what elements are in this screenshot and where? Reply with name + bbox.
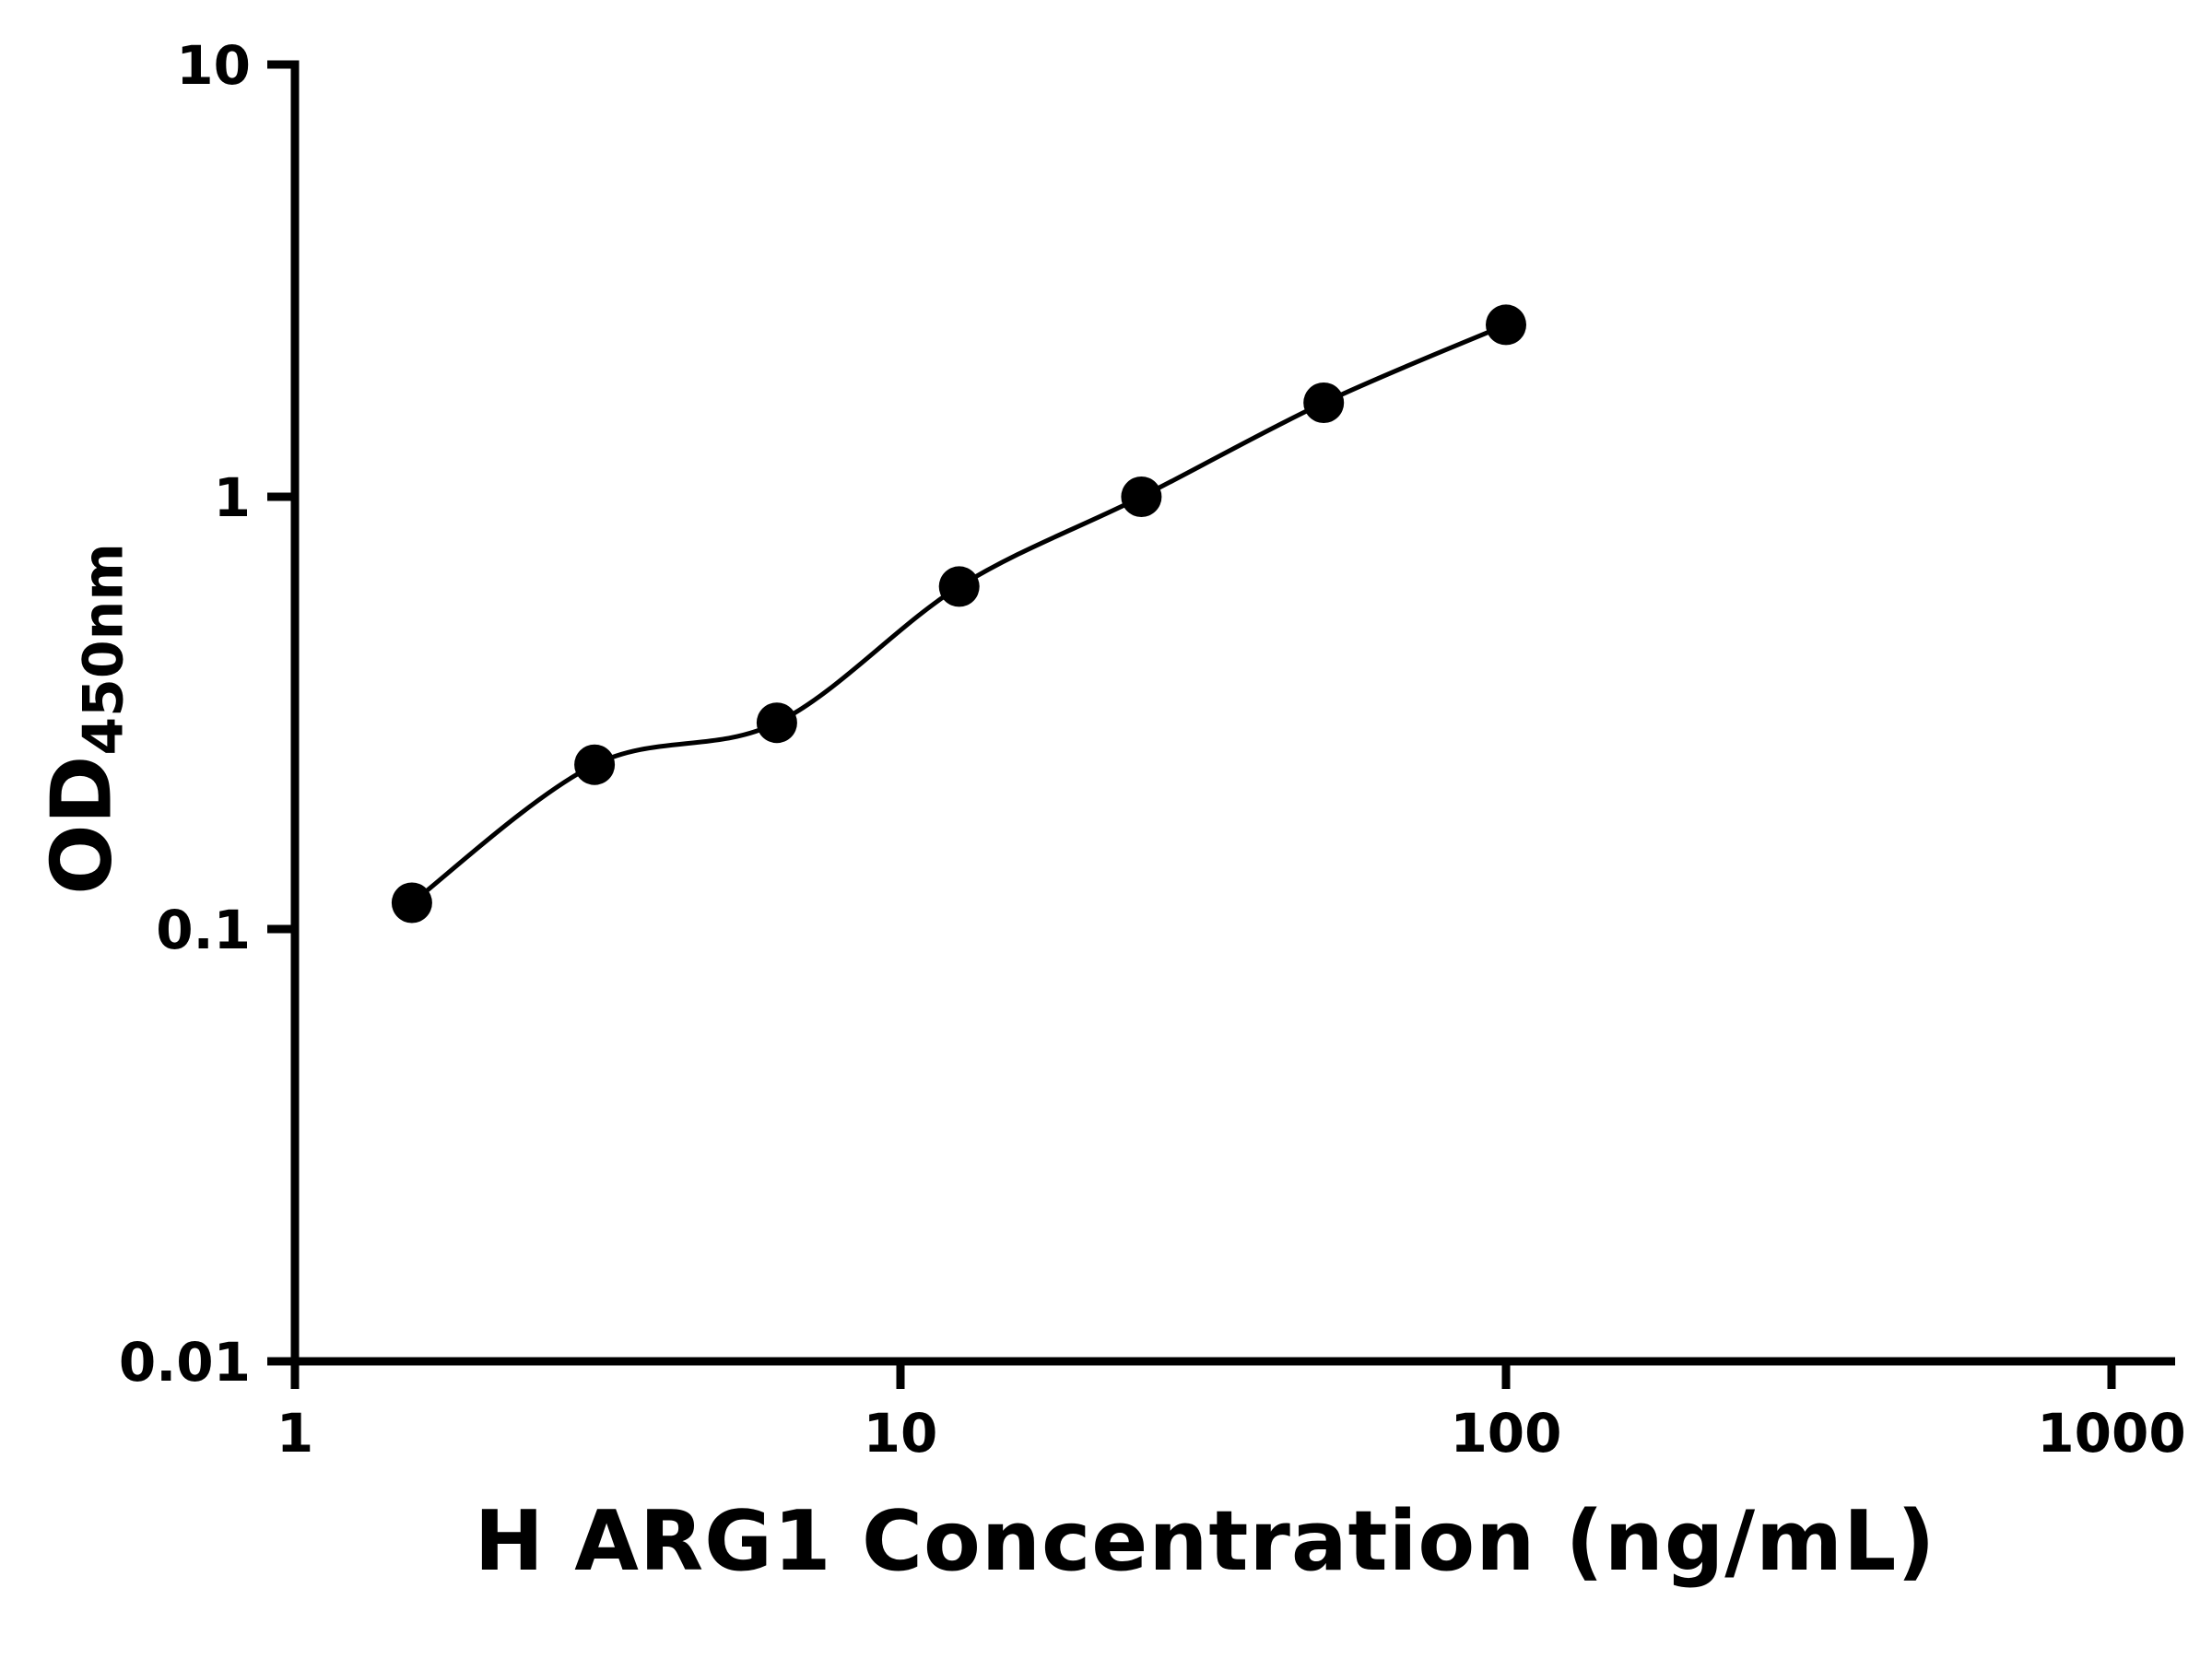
y-axis-title: OD450nm bbox=[33, 543, 135, 895]
y-tick-label: 0.1 bbox=[156, 899, 251, 961]
x-axis-title: H ARG1 Concentration (ng/mL) bbox=[474, 1493, 1936, 1590]
x-tick-label: 10 bbox=[864, 1402, 938, 1465]
data-point bbox=[938, 566, 980, 607]
axis-spine bbox=[290, 60, 2175, 1366]
y-axis-title-subscript: 450nm bbox=[71, 543, 136, 756]
data-point bbox=[391, 882, 432, 924]
x-tick-label: 1 bbox=[276, 1402, 313, 1465]
y-axis-title-main: OD bbox=[33, 755, 131, 895]
x-tick-label: 1000 bbox=[2037, 1402, 2185, 1465]
data-point bbox=[574, 744, 616, 785]
data-point bbox=[756, 702, 797, 744]
data-point bbox=[1486, 304, 1526, 346]
data-point bbox=[1303, 382, 1345, 423]
y-tick-label: 0.01 bbox=[119, 1331, 251, 1394]
y-tick-label: 1 bbox=[214, 466, 251, 529]
x-tick-label: 100 bbox=[1450, 1402, 1561, 1465]
data-point bbox=[1121, 477, 1162, 517]
y-tick-label: 10 bbox=[176, 34, 251, 97]
